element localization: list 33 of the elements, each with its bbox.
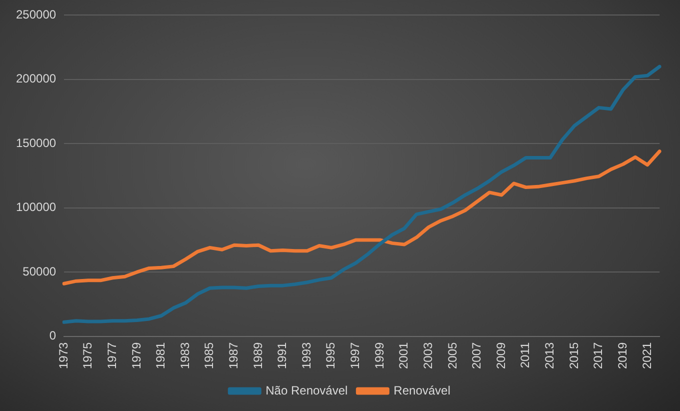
x-tick-label: 1975 [80,342,95,370]
x-tick-label: 1989 [250,342,265,370]
x-tick-label: 2019 [615,342,630,370]
x-tick-label: 1983 [178,342,192,370]
x-tick-label: 1977 [104,342,119,370]
legend-label: Não Renovável [266,383,348,398]
x-tick-label: 2015 [566,342,581,370]
x-tick-label: 1999 [372,342,386,370]
x-tick-label: 1997 [348,342,362,370]
x-tick-label: 2013 [542,342,557,370]
x-tick-label: 2003 [420,342,435,370]
x-tick-label: 2009 [494,342,508,370]
y-tick-label: 0 [49,328,56,343]
x-tick-label: 2021 [640,342,654,370]
x-tick-label: 1991 [275,342,290,370]
legend-label: Renovável [394,383,450,398]
x-tick-label: 2011 [518,342,532,368]
x-tick-label: 1987 [226,342,241,370]
x-tick-label: 1979 [129,342,144,370]
x-tick-label: 1985 [202,342,216,370]
y-tick-label: 200000 [16,72,56,86]
x-tick-label: 2001 [396,342,411,370]
y-tick-label: 50000 [22,264,56,278]
y-tick-label: 100000 [16,200,56,214]
y-tick-label: 150000 [16,136,56,150]
x-tick-label: 2007 [470,342,484,370]
x-tick-label: 1995 [324,342,338,370]
x-tick-label: 1973 [56,342,70,370]
x-tick-label: 1993 [299,342,314,370]
x-tick-label: 1981 [154,342,168,370]
x-tick-label: 2005 [445,342,460,370]
x-tick-label: 2017 [591,342,606,370]
y-tick-label: 250000 [16,8,56,22]
